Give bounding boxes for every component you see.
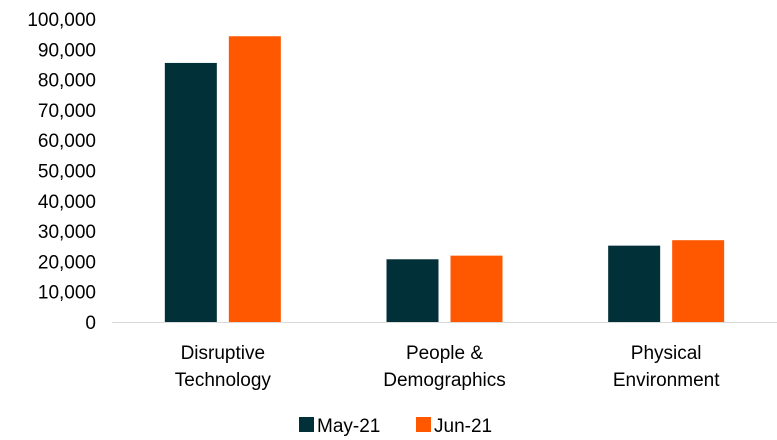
x-category-label: People & — [406, 343, 483, 364]
bar-jun-21-0 — [228, 36, 281, 323]
x-category-label: Demographics — [383, 370, 506, 391]
legend-swatch-jun-21 — [416, 417, 431, 432]
y-tick-label: 10,000 — [38, 283, 96, 304]
x-category-label: Environment — [613, 370, 720, 391]
legend-label-jun-21: Jun-21 — [434, 416, 492, 437]
bars-group — [164, 36, 725, 323]
y-tick-label: 80,000 — [38, 71, 96, 92]
y-tick-label: 70,000 — [38, 101, 96, 122]
y-tick-label: 40,000 — [38, 192, 96, 213]
y-tick-label: 90,000 — [38, 40, 96, 61]
bar-may-21-0 — [164, 62, 217, 323]
x-category-label: Physical — [631, 343, 702, 364]
y-axis: 0 10,000 20,000 30,000 40,000 50,000 60,000 70,… — [27, 10, 96, 334]
bar-may-21-2 — [608, 245, 661, 322]
y-tick-label: 60,000 — [38, 131, 96, 152]
bar-jun-21-1 — [450, 255, 503, 322]
x-category-label: Technology — [175, 370, 272, 391]
legend-label-may-21: May-21 — [317, 416, 380, 437]
y-tick-label: 0 — [85, 313, 96, 334]
y-tick-label: 30,000 — [38, 222, 96, 243]
x-axis: Disruptive Technology People & Demographics… — [175, 343, 720, 391]
y-tick-label: 100,000 — [27, 10, 96, 31]
y-tick-label: 50,000 — [38, 162, 96, 183]
legend: May-21 Jun-21 — [299, 416, 492, 437]
x-category-label: Disruptive — [181, 343, 265, 364]
legend-swatch-may-21 — [299, 417, 314, 432]
bar-may-21-1 — [386, 259, 439, 322]
y-tick-label: 20,000 — [38, 252, 96, 273]
bar-jun-21-2 — [672, 240, 725, 322]
